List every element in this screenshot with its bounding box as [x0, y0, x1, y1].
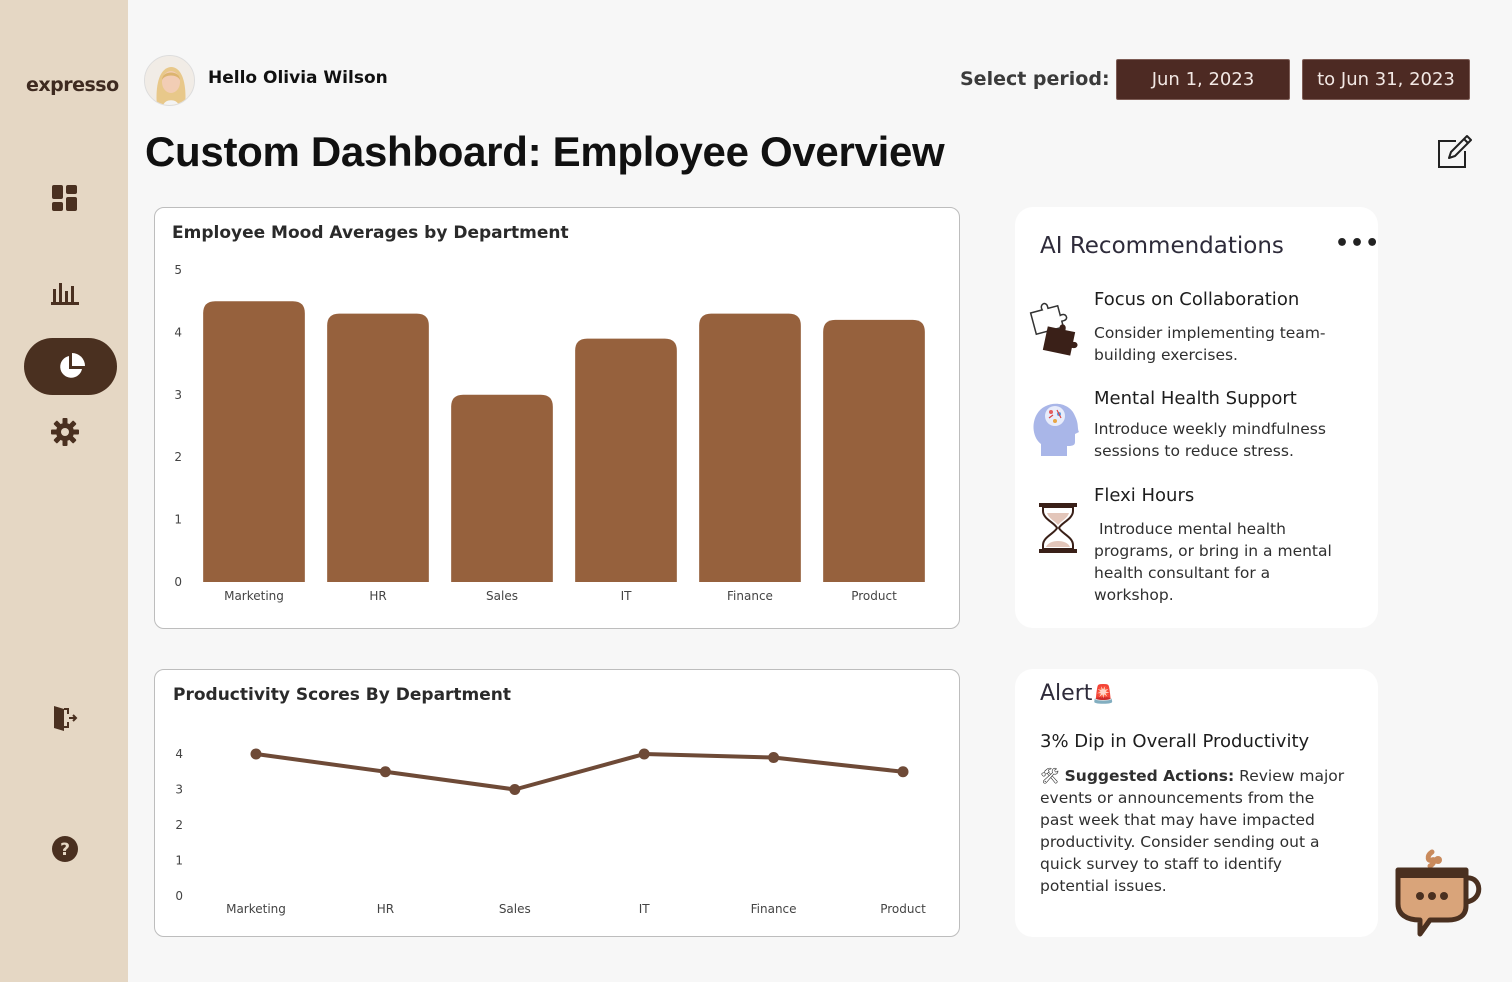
- productivity-line: [255, 752, 904, 792]
- x-tick-label: Sales: [499, 902, 531, 916]
- recommendation-item: Flexi Hours Introduce mental health prog…: [1029, 485, 1359, 615]
- gear-icon[interactable]: [49, 416, 81, 448]
- svg-text:?: ?: [60, 840, 70, 860]
- y-tick-label: 5: [174, 263, 182, 277]
- y-tick-label: 4: [175, 747, 183, 761]
- y-tick-label: 3: [175, 783, 183, 797]
- x-tick-label: HR: [369, 589, 386, 603]
- bar-finance: [699, 313, 801, 582]
- suggested-actions-text: Review major events or announcements fro…: [1040, 767, 1345, 895]
- point-hr: [379, 766, 391, 778]
- x-tick-label: Marketing: [226, 902, 286, 916]
- recommendation-heading: Flexi Hours: [1094, 485, 1195, 506]
- pie-chart-icon[interactable]: [24, 338, 117, 395]
- avatar[interactable]: [144, 55, 195, 106]
- tools-icon: 🛠: [1040, 767, 1060, 785]
- y-tick-label: 0: [174, 575, 182, 589]
- siren-icon: 🚨: [1092, 684, 1115, 705]
- alert-heading: 3% Dip in Overall Productivity: [1040, 731, 1310, 752]
- recommendation-body: Consider implementing team-building exer…: [1094, 324, 1326, 364]
- y-tick-label: 1: [175, 854, 183, 868]
- sidebar: expresso ?: [0, 0, 128, 982]
- point-finance: [768, 752, 780, 764]
- alert-title-text: Alert: [1040, 681, 1093, 706]
- productivity-chart-card: Productivity Scores By Department 0 1 2 3 4 M…: [154, 669, 960, 937]
- bar-marketing: [203, 301, 305, 582]
- puzzle-icon: [1029, 295, 1085, 357]
- recommendation-body: Introduce mental health programs, or bri…: [1094, 520, 1337, 604]
- point-it: [638, 748, 650, 760]
- brain-head-icon: [1029, 394, 1085, 456]
- y-tick-label: 1: [174, 513, 182, 527]
- y-tick-label: 4: [174, 325, 182, 339]
- start-date-button[interactable]: Jun 1, 2023: [1116, 59, 1290, 100]
- hourglass-icon: [1029, 499, 1085, 561]
- alert-body: 🛠 Suggested Actions: Review major events…: [1040, 765, 1345, 897]
- x-tick-label: IT: [621, 589, 633, 603]
- dashboard-icon[interactable]: [49, 182, 81, 214]
- alert-title: Alert🚨: [1040, 681, 1115, 706]
- recommendation-item: Focus on Collaboration Consider implemen…: [1029, 289, 1359, 369]
- y-tick-label: 0: [175, 889, 183, 903]
- point-sales: [509, 784, 521, 795]
- x-tick-label: Finance: [727, 589, 773, 603]
- bar-sales: [451, 394, 553, 582]
- bar-it: [575, 338, 677, 582]
- help-icon[interactable]: ?: [49, 833, 81, 865]
- suggested-actions-label: Suggested Actions:: [1064, 767, 1235, 785]
- x-tick-label: HR: [377, 902, 394, 916]
- mood-chart-title: Employee Mood Averages by Department: [172, 223, 569, 243]
- mood-chart-card: Employee Mood Averages by Department 0 1 2…: [154, 207, 960, 629]
- recommendations-title: AI Recommendations: [1040, 233, 1284, 259]
- point-marketing: [250, 748, 262, 760]
- recommendation-body: Introduce weekly mindfulness sessions to…: [1094, 420, 1331, 460]
- logout-icon[interactable]: [49, 702, 81, 734]
- productivity-line-chart: 0 1 2 3 4 Marketing HR Sales IT Finance Product: [175, 747, 926, 916]
- period-label: Select period:: [960, 68, 1110, 90]
- end-date-button[interactable]: to Jun 31, 2023: [1302, 59, 1470, 100]
- y-tick-label: 3: [174, 388, 182, 402]
- recommendation-heading: Mental Health Support: [1094, 388, 1297, 409]
- point-product: [897, 766, 909, 778]
- bar-hr: [327, 313, 429, 582]
- x-tick-label: IT: [639, 902, 651, 916]
- recommendation-heading: Focus on Collaboration: [1094, 289, 1300, 310]
- bar-product: [823, 319, 925, 582]
- greeting: Hello Olivia Wilson: [208, 68, 388, 88]
- y-tick-label: 2: [175, 818, 183, 832]
- more-icon[interactable]: •••: [1335, 231, 1381, 256]
- ai-recommendations-panel: AI Recommendations ••• Focus on Collabor…: [1015, 207, 1381, 628]
- x-tick-label: Marketing: [224, 589, 284, 603]
- edit-icon[interactable]: [1434, 134, 1472, 172]
- productivity-chart-title: Productivity Scores By Department: [173, 685, 512, 705]
- x-tick-label: Product: [880, 902, 926, 916]
- y-tick-label: 2: [174, 450, 182, 464]
- x-tick-label: Sales: [486, 589, 518, 603]
- recommendation-item: Mental Health Support Introduce weekly m…: [1029, 388, 1359, 468]
- chatbot-icon[interactable]: [1392, 848, 1488, 940]
- x-tick-label: Finance: [751, 902, 797, 916]
- page-title: Custom Dashboard: Employee Overview: [145, 128, 945, 175]
- alert-panel: Alert🚨 3% Dip in Overall Productivity 🛠 …: [1015, 669, 1378, 937]
- app-logo: expresso: [26, 74, 119, 96]
- mood-bar-chart: 0 1 2 3 4 5 Marketing HR Sales IT Finance Product: [174, 263, 925, 603]
- bar-chart-icon[interactable]: [49, 276, 81, 308]
- x-tick-label: Product: [851, 589, 897, 603]
